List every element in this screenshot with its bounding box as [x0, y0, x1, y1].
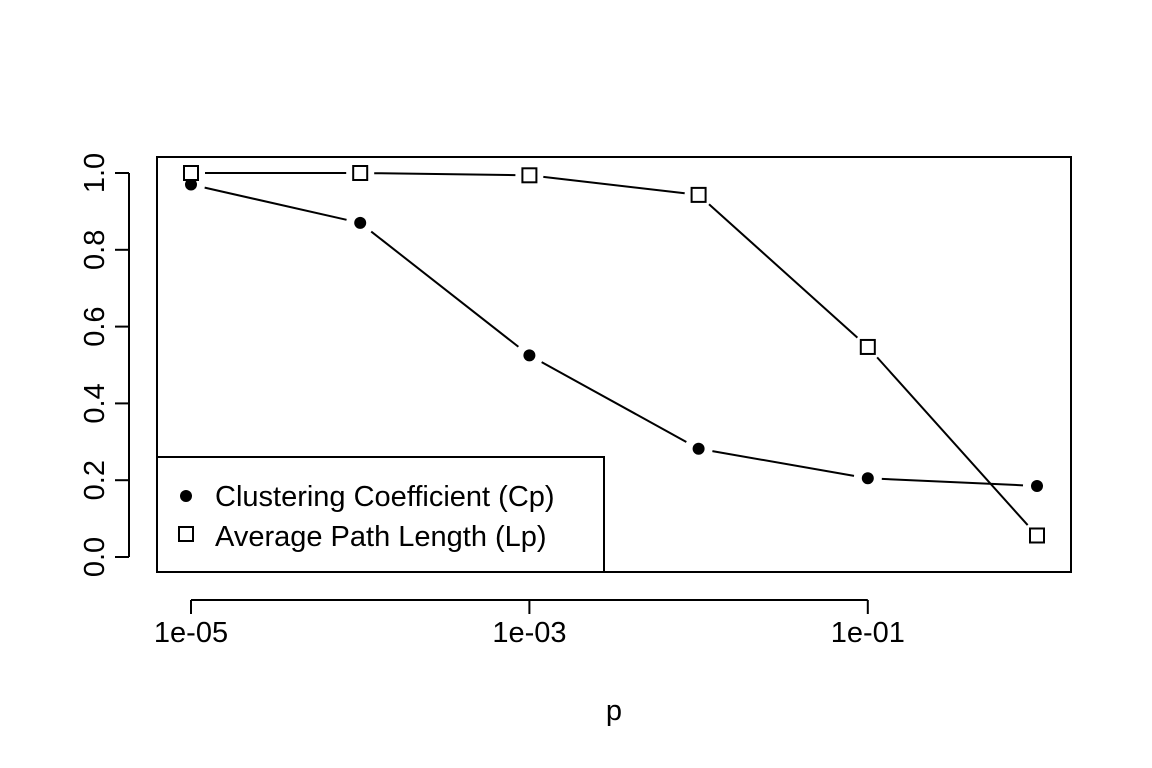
series-1-segment: [543, 175, 685, 195]
y-tick-label: 0.8: [79, 230, 111, 270]
legend: Clustering Coefficient (Cp) Average Path…: [156, 456, 605, 573]
series-0-segment: [370, 230, 519, 348]
data-point-average-path-length: [352, 165, 369, 181]
series-0-segment: [881, 477, 1024, 487]
data-point-clustering-coefficient: [354, 216, 367, 229]
y-tick-label: 0.6: [79, 306, 111, 346]
x-tick-label: 1e-03: [492, 617, 566, 649]
y-tick-label: 1.0: [79, 153, 111, 193]
legend-label-average-path-length: Average Path Length (Lp): [215, 521, 547, 553]
y-tick-label: 0.4: [79, 383, 111, 423]
data-point-clustering-coefficient: [523, 349, 536, 362]
data-point-average-path-length: [183, 165, 199, 181]
data-point-average-path-length: [859, 338, 876, 355]
series-1-segment: [876, 356, 1029, 526]
data-point-average-path-length: [690, 186, 707, 203]
legend-marker-clustering-coefficient: [180, 490, 192, 502]
x-axis-title: p: [606, 695, 622, 727]
series-1-segment: [374, 172, 516, 177]
legend-marker-average-path-length: [178, 526, 194, 542]
axes: 1e-05 1e-03 1e-01 0.0 0.2 0.4 0.6 0.8 1.0: [79, 153, 905, 649]
data-point-clustering-coefficient: [185, 178, 197, 191]
data-point-average-path-length: [521, 167, 538, 184]
series-0-segment: [541, 361, 687, 443]
plot-frame: [156, 156, 1072, 573]
x-tick-label: 1e-01: [831, 617, 905, 649]
data-point-average-path-length: [1029, 527, 1045, 544]
series-0-segment: [712, 450, 855, 477]
legend-box: [156, 456, 605, 573]
x-tick-label: 1e-05: [154, 617, 228, 649]
data-point-clustering-coefficient: [861, 472, 874, 485]
plot-area: [183, 165, 1045, 544]
y-tick-label: 0.0: [79, 537, 111, 577]
legend-label-clustering-coefficient: Clustering Coefficient (Cp): [215, 481, 555, 513]
series-1-segment: [708, 203, 859, 339]
series-0-segment: [204, 186, 347, 221]
data-point-clustering-coefficient: [1031, 479, 1043, 492]
y-tick-label: 0.2: [79, 460, 111, 500]
data-point-clustering-coefficient: [692, 442, 705, 455]
